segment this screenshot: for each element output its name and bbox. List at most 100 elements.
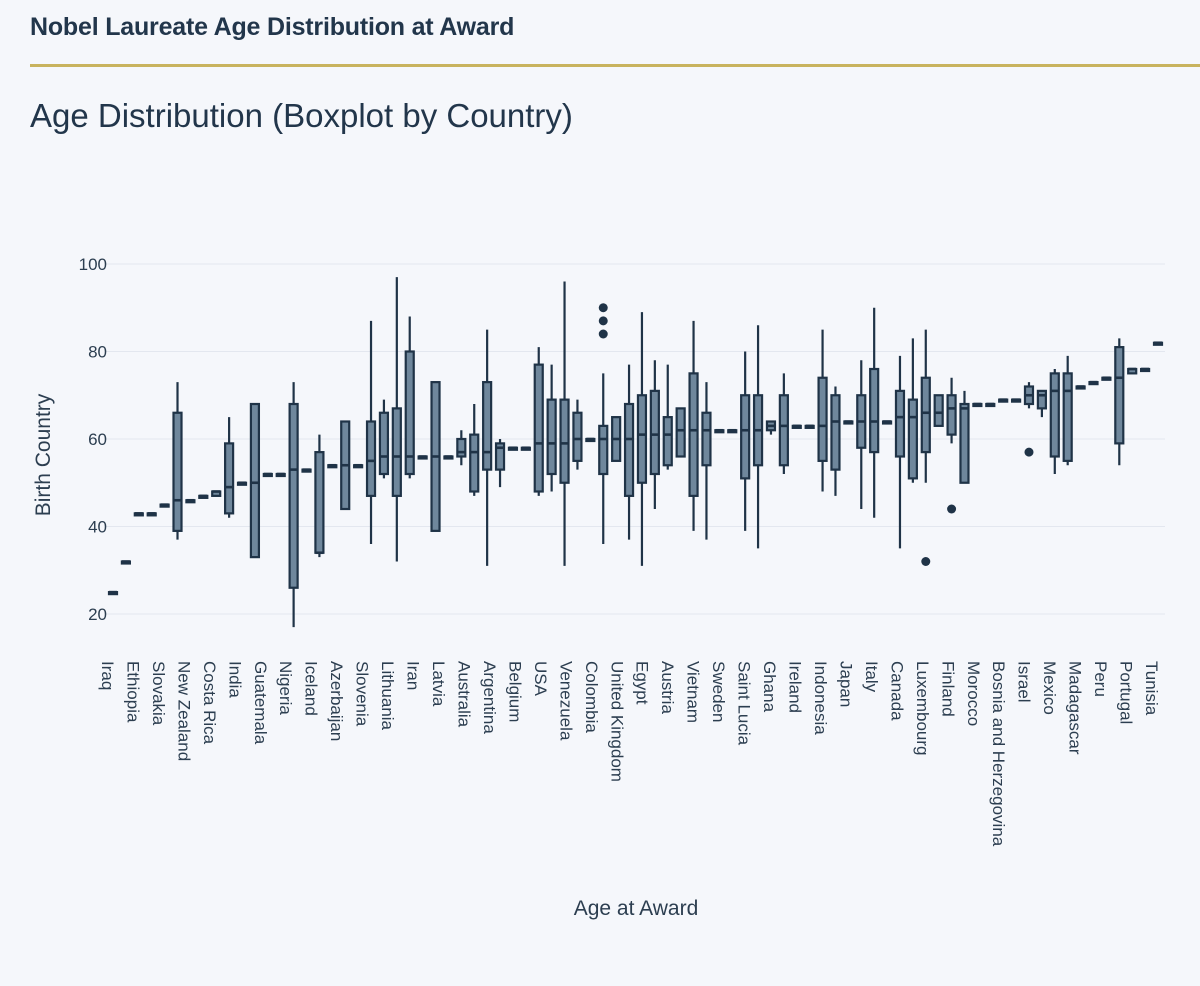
- y-tick-label: 80: [88, 343, 107, 362]
- box-group: [185, 498, 196, 504]
- box-group: [262, 472, 273, 478]
- box-group: [881, 420, 893, 425]
- box-group: [804, 424, 815, 429]
- box: [469, 433, 480, 493]
- x-tick-label: Lithuania: [378, 661, 397, 731]
- box-group: [985, 402, 996, 408]
- box-group: [869, 307, 880, 518]
- box-group: [546, 364, 557, 492]
- box: [224, 442, 235, 515]
- box-group: [791, 424, 802, 429]
- app-title: Nobel Laureate Age Distribution at Award: [30, 13, 515, 41]
- grid-layer: [105, 263, 1165, 615]
- x-tick-label: Italy: [862, 661, 881, 693]
- box: [817, 376, 828, 462]
- box: [830, 394, 841, 471]
- box-group: [907, 338, 918, 483]
- x-tick-label: Bosnia and Herzegovina: [989, 661, 1008, 847]
- y-tick-labels: 20 40 60 80 100: [79, 255, 107, 624]
- box-group: [920, 329, 931, 566]
- x-tick-label: Tunisia: [1142, 661, 1161, 716]
- box: [391, 407, 402, 497]
- box: [907, 398, 918, 480]
- x-tick-label: Vietnam: [684, 661, 703, 723]
- box: [1036, 389, 1047, 410]
- x-tick-label: Mexico: [1040, 661, 1059, 715]
- box: [688, 372, 699, 497]
- box-group: [1023, 382, 1035, 457]
- box-group: [133, 512, 144, 517]
- box-group: [623, 364, 635, 540]
- box-group: [1152, 341, 1164, 346]
- y-tick-label: 40: [88, 518, 107, 537]
- box-group: [933, 394, 944, 427]
- box-group: [249, 402, 261, 559]
- outlier-point: [598, 316, 608, 326]
- box-group: [662, 364, 673, 470]
- outlier-point: [598, 329, 608, 339]
- box: [598, 424, 609, 476]
- box-group: [159, 503, 170, 508]
- box-group: [1062, 355, 1073, 466]
- box-group: [946, 377, 957, 514]
- box-group: [378, 399, 390, 479]
- box-group: [327, 463, 338, 469]
- box: [288, 402, 299, 589]
- box-group: [688, 320, 699, 531]
- y-tick-label: 100: [79, 255, 107, 274]
- outlier-point: [1024, 447, 1034, 457]
- x-tick-label: Luxembourg: [913, 661, 932, 756]
- x-tick-label: Canada: [887, 661, 906, 721]
- box: [559, 398, 570, 484]
- box-group: [1139, 367, 1151, 373]
- x-tick-label: USA: [531, 661, 550, 697]
- x-tick-label: Sweden: [709, 661, 728, 722]
- outlier-point: [921, 557, 931, 566]
- box-group: [520, 446, 531, 451]
- x-tick-label: New Zealand: [174, 661, 193, 761]
- box: [172, 411, 183, 532]
- box: [249, 402, 261, 559]
- box-group: [1075, 385, 1086, 390]
- outlier-point: [947, 504, 957, 514]
- x-tick-label: Azerbaijan: [327, 661, 346, 741]
- x-axis-title: Age at Award: [574, 897, 699, 920]
- y-axis-title: Birth Country: [32, 393, 55, 516]
- x-tick-label: Iraq: [98, 661, 117, 690]
- x-tick-label: Saint Lucia: [735, 661, 754, 746]
- box-group: [456, 430, 467, 466]
- x-tick-label: Morocco: [964, 661, 983, 726]
- box-group: [198, 494, 209, 499]
- box-group: [365, 320, 377, 544]
- box-group: [211, 490, 222, 497]
- box: [365, 420, 377, 497]
- x-tick-label: Nigeria: [276, 661, 295, 715]
- box-layer: [107, 277, 1164, 628]
- x-tick-label: Ethiopia: [123, 661, 142, 723]
- box-group: [533, 347, 544, 496]
- box-group: [146, 512, 157, 517]
- x-tick-label: Iceland: [302, 661, 321, 716]
- box-group: [1049, 369, 1060, 474]
- box-group: [972, 402, 983, 408]
- box-group: [353, 463, 364, 469]
- box-group: [843, 420, 854, 425]
- box: [701, 411, 712, 467]
- box: [494, 442, 506, 471]
- box: [456, 437, 467, 458]
- x-tick-label: Ireland: [786, 661, 805, 713]
- box-group: [340, 420, 351, 511]
- x-tick-label: Madagascar: [1066, 661, 1085, 755]
- box-group: [998, 398, 1009, 403]
- x-tick-label: Australia: [454, 661, 473, 728]
- box-group: [1036, 389, 1047, 418]
- box-group: [301, 468, 312, 473]
- box-group: [611, 416, 622, 462]
- box-group: [417, 455, 428, 460]
- box-group: [675, 407, 686, 458]
- box-group: [830, 386, 841, 496]
- x-tick-label: India: [225, 661, 244, 698]
- header: Nobel Laureate Age Distribution at Award: [0, 0, 1200, 67]
- box-group: [1101, 376, 1112, 381]
- x-tick-label: Portugal: [1117, 661, 1136, 724]
